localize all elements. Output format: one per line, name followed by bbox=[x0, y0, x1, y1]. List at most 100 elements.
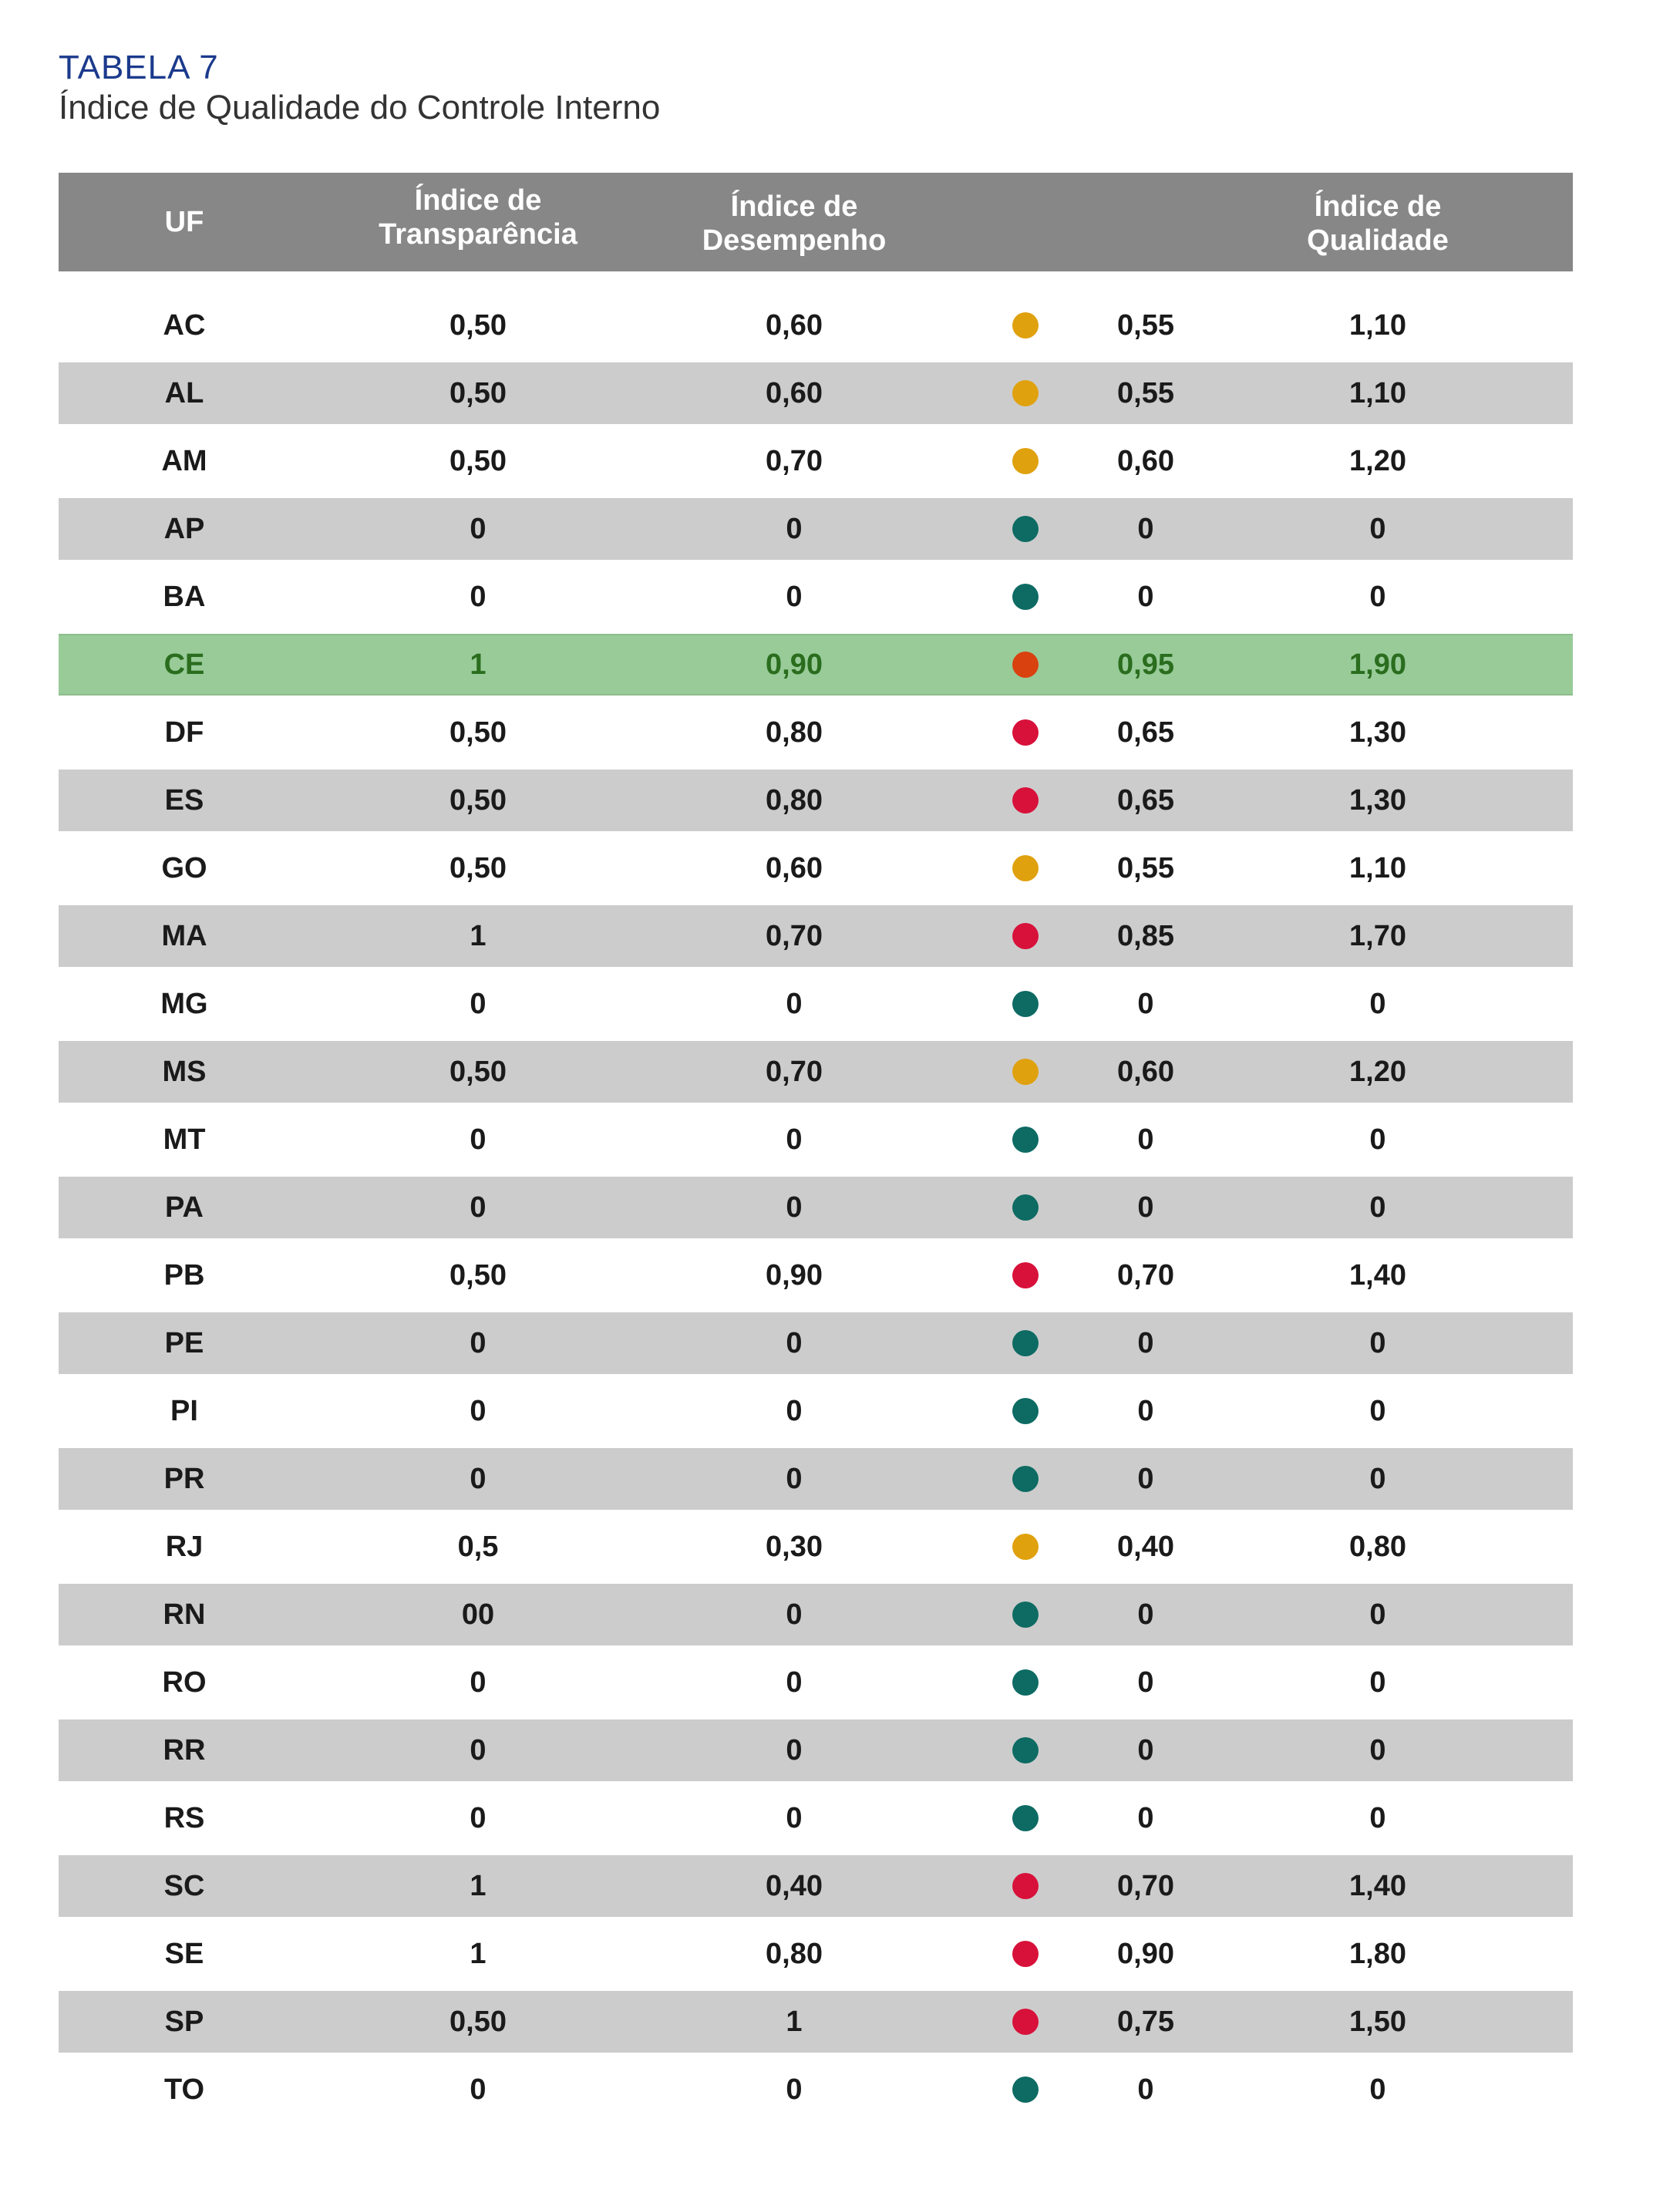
status-dot-icon bbox=[1012, 787, 1039, 813]
status-dot-icon bbox=[1012, 991, 1039, 1017]
table-row: RJ 0,5 0,30 0,40 0,80 bbox=[59, 1516, 1573, 1578]
cell-uf: CE bbox=[163, 648, 205, 681]
cell-desempenho: 0 bbox=[786, 2073, 803, 2106]
cell-indice: 0,60 bbox=[1117, 1055, 1174, 1088]
status-dot-icon bbox=[1012, 1602, 1039, 1628]
cell-transparencia: 1 bbox=[470, 1937, 486, 1970]
status-dot-icon bbox=[1012, 1466, 1039, 1492]
cell-transparencia: 0,50 bbox=[449, 1055, 507, 1088]
cell-indicador bbox=[942, 448, 1109, 474]
cell-qualidade: 0 bbox=[1369, 1191, 1386, 1224]
cell-indicador bbox=[942, 380, 1109, 406]
table-row: CE 1 0,90 0,95 1,90 bbox=[59, 634, 1573, 696]
cell-indicador bbox=[942, 1805, 1109, 1831]
header-transparencia: Índice de Transparência bbox=[379, 184, 577, 251]
cell-uf: AM bbox=[161, 444, 207, 477]
cell-uf: RS bbox=[163, 1801, 205, 1834]
cell-indicador bbox=[942, 516, 1109, 542]
cell-uf: MA bbox=[161, 919, 207, 952]
cell-indice: 0 bbox=[1137, 1123, 1154, 1156]
cell-indice: 0 bbox=[1137, 1462, 1154, 1495]
cell-uf: PR bbox=[163, 1462, 205, 1495]
cell-transparencia: 1 bbox=[470, 1869, 486, 1902]
cell-transparencia: 0 bbox=[470, 1394, 486, 1427]
cell-desempenho: 0,90 bbox=[766, 648, 823, 681]
table-row: SC 1 0,40 0,70 1,40 bbox=[59, 1855, 1573, 1917]
status-dot-icon bbox=[1012, 1873, 1039, 1899]
cell-indice: 0 bbox=[1137, 1801, 1154, 1834]
cell-desempenho: 0,80 bbox=[766, 716, 823, 749]
cell-uf: BA bbox=[163, 580, 206, 613]
cell-uf: PB bbox=[163, 1258, 205, 1292]
cell-transparencia: 0 bbox=[470, 512, 486, 545]
cell-desempenho: 0 bbox=[786, 1598, 803, 1631]
table-row: AM 0,50 0,70 0,60 1,20 bbox=[59, 430, 1573, 492]
table-row: AC 0,50 0,60 0,55 1,10 bbox=[59, 295, 1573, 356]
cell-indicador bbox=[942, 1466, 1109, 1492]
cell-indicador bbox=[942, 923, 1109, 949]
table-row: MT 0 0 0 0 bbox=[59, 1109, 1573, 1170]
table-row: RN 00 0 0 0 bbox=[59, 1584, 1573, 1645]
cell-desempenho: 0 bbox=[786, 1666, 803, 1699]
cell-qualidade: 1,20 bbox=[1349, 1055, 1406, 1088]
cell-uf: RO bbox=[162, 1666, 207, 1699]
table-row: AP 0 0 0 0 bbox=[59, 498, 1573, 560]
cell-transparencia: 0 bbox=[470, 580, 486, 613]
cell-qualidade: 1,10 bbox=[1349, 376, 1406, 409]
cell-uf: PA bbox=[165, 1191, 204, 1224]
cell-uf: DF bbox=[164, 716, 204, 749]
status-dot-icon bbox=[1012, 312, 1039, 339]
cell-indicador bbox=[942, 1127, 1109, 1153]
cell-indice: 0,75 bbox=[1117, 2005, 1174, 2038]
table-row: PR 0 0 0 0 bbox=[59, 1448, 1573, 1510]
table-row: DF 0,50 0,80 0,65 1,30 bbox=[59, 702, 1573, 763]
table-row: PI 0 0 0 0 bbox=[59, 1380, 1573, 1442]
cell-indicador bbox=[942, 1737, 1109, 1763]
table-row: MA 1 0,70 0,85 1,70 bbox=[59, 905, 1573, 967]
cell-qualidade: 0 bbox=[1369, 1598, 1386, 1631]
cell-indicador bbox=[942, 1873, 1109, 1899]
cell-transparencia: 00 bbox=[461, 1598, 495, 1631]
cell-uf: RR bbox=[163, 1733, 206, 1767]
status-dot-icon bbox=[1012, 1534, 1039, 1560]
cell-indice: 0 bbox=[1137, 1598, 1154, 1631]
cell-indicador bbox=[942, 1398, 1109, 1424]
cell-indice: 0,55 bbox=[1117, 376, 1174, 409]
cell-desempenho: 0,90 bbox=[766, 1258, 823, 1292]
cell-indice: 0 bbox=[1137, 1733, 1154, 1767]
table-row: RO 0 0 0 0 bbox=[59, 1652, 1573, 1713]
table-row: PE 0 0 0 0 bbox=[59, 1312, 1573, 1374]
header-uf: UF bbox=[164, 206, 204, 238]
cell-transparencia: 0,50 bbox=[449, 1258, 507, 1292]
status-dot-icon bbox=[1012, 1941, 1039, 1967]
cell-transparencia: 0,50 bbox=[449, 308, 507, 342]
table-row: ES 0,50 0,80 0,65 1,30 bbox=[59, 770, 1573, 831]
cell-indice: 0 bbox=[1137, 2073, 1154, 2106]
table-row: PB 0,50 0,90 0,70 1,40 bbox=[59, 1245, 1573, 1306]
cell-indice: 0,90 bbox=[1117, 1937, 1174, 1970]
cell-qualidade: 0 bbox=[1369, 2073, 1386, 2106]
cell-desempenho: 0,60 bbox=[766, 851, 823, 884]
status-dot-icon bbox=[1012, 380, 1039, 406]
cell-uf: PI bbox=[170, 1394, 198, 1427]
table-row: BA 0 0 0 0 bbox=[59, 566, 1573, 628]
cell-transparencia: 0,50 bbox=[449, 444, 507, 477]
cell-qualidade: 0 bbox=[1369, 987, 1386, 1020]
cell-desempenho: 0 bbox=[786, 580, 803, 613]
cell-desempenho: 0 bbox=[786, 1801, 803, 1834]
cell-desempenho: 0,70 bbox=[766, 1055, 823, 1088]
cell-indice: 0,40 bbox=[1117, 1530, 1174, 1563]
cell-qualidade: 0 bbox=[1369, 1666, 1386, 1699]
cell-qualidade: 0 bbox=[1369, 1394, 1386, 1427]
status-dot-icon bbox=[1012, 1805, 1039, 1831]
cell-transparencia: 0 bbox=[470, 1666, 486, 1699]
cell-qualidade: 1,70 bbox=[1349, 919, 1406, 952]
cell-uf: SP bbox=[164, 2005, 204, 2038]
table-title: Índice de Qualidade do Controle Interno bbox=[59, 89, 661, 126]
cell-indicador bbox=[942, 2009, 1109, 2035]
table-header: UF Índice de Transparência Índice de Des… bbox=[59, 173, 1573, 271]
cell-qualidade: 0 bbox=[1369, 1801, 1386, 1834]
cell-transparencia: 0 bbox=[470, 987, 486, 1020]
cell-indicador bbox=[942, 1941, 1109, 1967]
cell-uf: GO bbox=[161, 851, 207, 884]
